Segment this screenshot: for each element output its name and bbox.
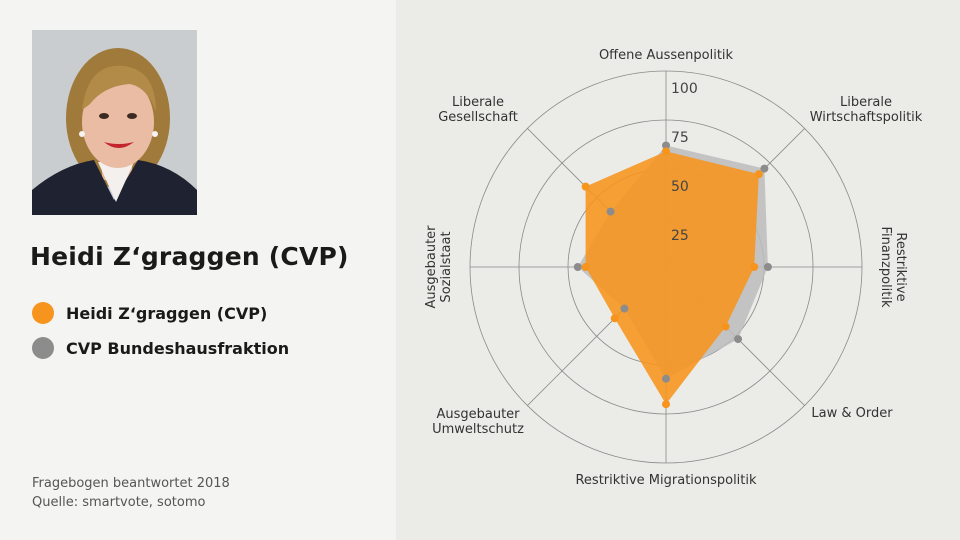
data-point-s1-2 [750, 263, 759, 271]
legend-label-candidate: Heidi Z‘graggen (CVP) [66, 303, 268, 323]
axis-label-group-0: Offene Aussenpolitik [599, 48, 734, 63]
footnote-source: Quelle: smartvote, sotomo [32, 495, 206, 510]
data-point-s0-5 [620, 304, 629, 313]
left-panel: Heidi Z‘graggen (CVP) Heidi Z‘graggen (C… [0, 0, 396, 540]
axis-label-1-1: Wirtschaftspolitik [810, 110, 923, 125]
axis-label-group-3: Law & Order [811, 406, 893, 421]
data-point-s0-6 [573, 263, 582, 271]
tick-label-50: 50 [671, 179, 689, 195]
data-point-s1-6 [581, 263, 590, 271]
legend-swatch-candidate [32, 302, 54, 324]
data-point-s1-4 [662, 400, 670, 409]
data-point-s0-1 [760, 164, 769, 173]
axis-label-2-0: Restriktive [893, 232, 908, 301]
legend-item-candidate: Heidi Z‘graggen (CVP) [32, 301, 267, 325]
footnote: Fragebogen beantwortet 2018 Quelle: smar… [32, 474, 230, 512]
data-point-s0-7 [606, 207, 615, 216]
data-point-s1-0 [662, 147, 670, 156]
data-point-s0-4 [662, 374, 670, 383]
axis-label-2-1: Finanzpolitik [878, 226, 893, 308]
axis-label-6-0: Ausgebauter [424, 225, 439, 309]
legend-label-party: CVP Bundeshausfraktion [66, 338, 290, 358]
data-point-s1-7 [581, 182, 590, 191]
axis-label-6-1: Sozialstaat [439, 231, 454, 302]
axis-label-7-1: Gesellschaft [438, 110, 518, 125]
axis-label-group-4: Restriktive Migrationspolitik [575, 473, 757, 488]
axis-label-7-0: Liberale [452, 95, 504, 110]
portrait-image [32, 30, 197, 215]
axis-label-4-0: Restriktive Migrationspolitik [575, 473, 757, 488]
axis-label-group-6: Ausgebauter Sozialstaat [424, 225, 454, 309]
tick-label-25: 25 [671, 228, 689, 244]
axis-label-0-0: Offene Aussenpolitik [599, 48, 734, 63]
tick-label-75: 75 [671, 130, 689, 146]
series-area-1 [585, 151, 759, 405]
tick-label-100: 100 [671, 81, 698, 97]
footnote-survey-year: Fragebogen beantwortet 2018 [32, 476, 230, 491]
data-point-s1-1 [754, 170, 763, 179]
data-point-s1-5 [610, 314, 619, 323]
axis-label-5-0: Ausgebauter [436, 407, 520, 422]
data-point-s0-0 [662, 141, 670, 150]
legend-item-party: CVP Bundeshausfraktion [32, 336, 289, 360]
chart-area: 25 50 75 100 Offene Aussenpolitik Liberale Wir… [396, 0, 960, 540]
person-name: Heidi Z‘graggen (CVP) [30, 242, 349, 271]
axis-label-3-0: Law & Order [811, 406, 893, 421]
axis-label-1-0: Liberale [840, 95, 892, 110]
axis-label-5-1: Umweltschutz [432, 422, 524, 437]
legend-swatch-party [32, 337, 54, 359]
portrait-photo [32, 30, 197, 215]
data-point-s0-2 [763, 263, 772, 271]
data-point-s0-3 [734, 335, 743, 344]
data-point-s1-3 [721, 322, 730, 331]
